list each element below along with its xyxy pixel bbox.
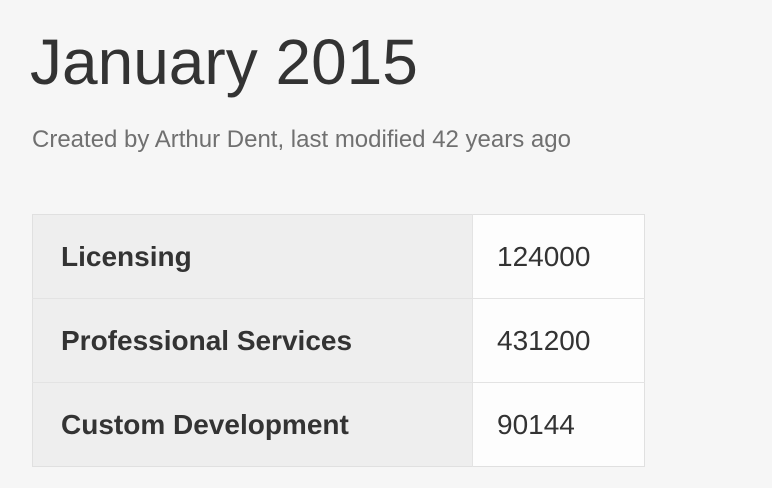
page-metadata: Created by Arthur Dent, last modified 42… bbox=[32, 126, 571, 153]
row-header-cell: Custom Development bbox=[32, 382, 473, 467]
table-row: Licensing 124000 bbox=[32, 214, 645, 299]
data-table: Licensing 124000 Professional Services 4… bbox=[32, 214, 645, 467]
table-row: Custom Development 90144 bbox=[32, 382, 645, 467]
value-cell: 124000 bbox=[472, 214, 645, 299]
table-row: Professional Services 431200 bbox=[32, 298, 645, 383]
page-title: January 2015 bbox=[30, 26, 418, 98]
row-header-cell: Professional Services bbox=[32, 298, 473, 383]
value-cell: 90144 bbox=[472, 382, 645, 467]
value-cell: 431200 bbox=[472, 298, 645, 383]
row-header-cell: Licensing bbox=[32, 214, 473, 299]
